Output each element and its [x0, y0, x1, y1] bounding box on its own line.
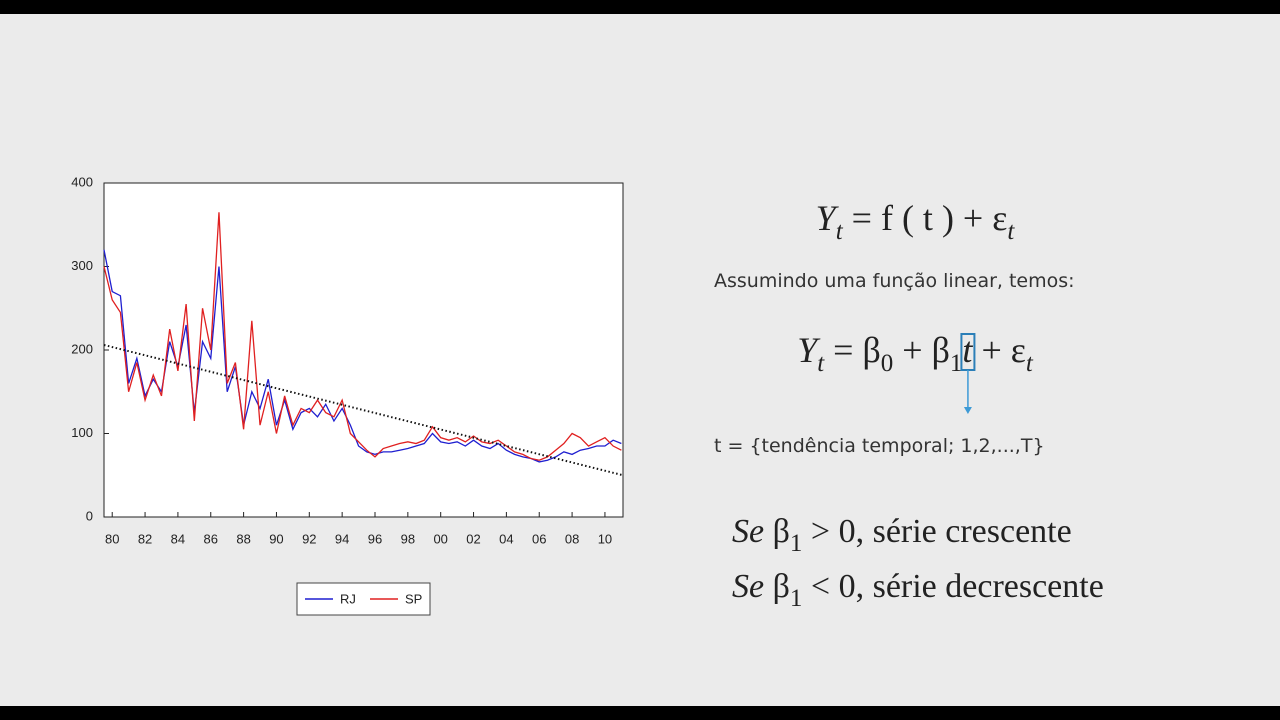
- y-tick-label: 200: [71, 341, 93, 356]
- x-tick-label: 86: [204, 531, 218, 546]
- legend-label: RJ: [340, 591, 356, 606]
- x-tick-label: 82: [138, 531, 152, 546]
- equation-1: Yt = f ( t ) + εt: [816, 198, 1016, 245]
- eq-subscript: 0: [881, 350, 894, 377]
- x-tick-label: 00: [433, 531, 447, 546]
- x-tick-label: 88: [236, 531, 250, 546]
- eq-term: Y: [816, 198, 840, 238]
- x-tick-label: 80: [105, 531, 119, 546]
- rule-term: Se: [732, 513, 764, 550]
- eq-term: + ε: [972, 330, 1025, 370]
- trend-line: [103, 344, 624, 477]
- eq-subscript: t: [836, 218, 844, 245]
- eq-term: = f ( t ) + ε: [843, 198, 1008, 238]
- x-tick-label: 92: [302, 531, 316, 546]
- y-tick-label: 300: [71, 258, 93, 273]
- eq-subscript: t: [1026, 350, 1034, 377]
- rule-1: Se β1 > 0, série crescente: [732, 513, 1072, 557]
- rule-term: < 0, série decrescente: [802, 568, 1103, 605]
- x-tick-label: 98: [401, 531, 415, 546]
- x-tick-label: 94: [335, 531, 349, 546]
- series-line: [103, 212, 622, 461]
- y-tick-label: 0: [86, 508, 93, 523]
- rule-term: > 0, série crescente: [802, 513, 1071, 550]
- eq-subscript: t: [817, 350, 825, 377]
- rule-subscript: 1: [790, 530, 803, 557]
- arrow-head: [963, 407, 972, 414]
- eq-term: + β: [893, 330, 950, 370]
- rule-term: β: [764, 568, 790, 605]
- y-tick-label: 400: [71, 174, 93, 189]
- rule-subscript: 1: [790, 585, 803, 612]
- sentence: Assumindo uma função linear, temos:: [714, 270, 1075, 292]
- x-tick-label: 08: [565, 531, 579, 546]
- x-tick-label: 10: [598, 531, 612, 546]
- eq-subscript: 1: [950, 350, 963, 377]
- x-tick-label: 02: [466, 531, 480, 546]
- eq-subscript: t: [1007, 218, 1015, 245]
- x-tick-label: 06: [532, 531, 546, 546]
- equation-2: Yt = β0 + β1t + εt: [797, 330, 1034, 377]
- y-tick-label: 100: [71, 425, 93, 440]
- legend-label: SP: [405, 591, 422, 606]
- rule-term: β: [764, 513, 790, 550]
- t-definition: t = {tendência temporal; 1,2,...,T}: [714, 435, 1045, 457]
- eq-term: = β: [824, 330, 881, 370]
- eq-term: Y: [797, 330, 821, 370]
- boxed-variable: t: [962, 330, 973, 370]
- x-tick-label: 84: [171, 531, 185, 546]
- x-tick-label: 96: [368, 531, 382, 546]
- legend: [296, 582, 431, 616]
- x-tick-label: 90: [269, 531, 283, 546]
- x-tick-label: 04: [499, 531, 513, 546]
- rule-term: Se: [732, 568, 764, 605]
- rule-2: Se β1 < 0, série decrescente: [732, 568, 1104, 612]
